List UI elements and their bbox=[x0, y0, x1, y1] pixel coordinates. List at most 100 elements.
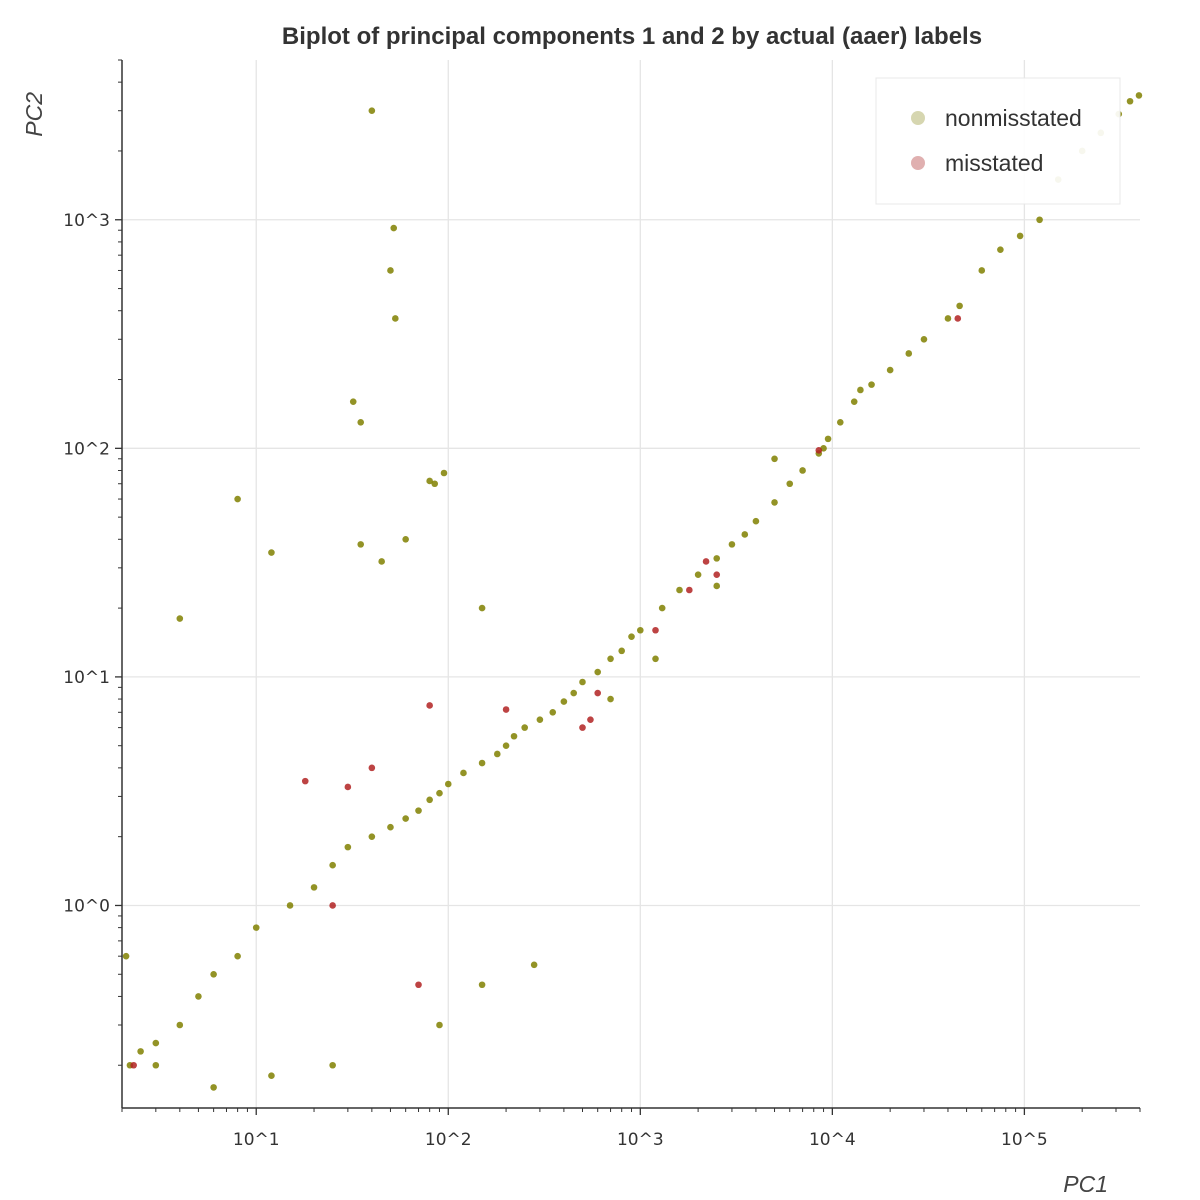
point-nonmisstated bbox=[368, 107, 376, 115]
point-misstated bbox=[344, 783, 352, 791]
legend-marker-misstated bbox=[911, 156, 925, 170]
point-nonmisstated bbox=[502, 742, 510, 750]
point-misstated bbox=[587, 716, 594, 723]
point-nonmisstated bbox=[122, 952, 130, 960]
point-nonmisstated bbox=[176, 1021, 184, 1029]
point-misstated bbox=[130, 1061, 137, 1069]
point-misstated bbox=[713, 571, 721, 578]
x-tick-label: 10^5 bbox=[1001, 1130, 1048, 1150]
point-nonmisstated bbox=[607, 655, 614, 663]
point-nonmisstated bbox=[799, 467, 806, 474]
point-nonmisstated bbox=[440, 469, 448, 477]
point-nonmisstated bbox=[628, 633, 635, 640]
y-tick-label: 10^3 bbox=[63, 211, 110, 231]
axes bbox=[121, 60, 1140, 1109]
data-points bbox=[122, 92, 1143, 1091]
point-nonmisstated bbox=[510, 732, 518, 740]
point-nonmisstated bbox=[478, 759, 486, 767]
y-tick-label: 10^0 bbox=[63, 896, 110, 916]
point-nonmisstated bbox=[570, 689, 578, 697]
point-nonmisstated bbox=[752, 517, 760, 525]
point-nonmisstated bbox=[728, 541, 736, 548]
point-misstated bbox=[368, 764, 376, 772]
axis-ticks: 10^1 10^2 10^3 10^4 10^5 10^0 10^1 10^2 10^3 bbox=[63, 59, 1141, 1150]
point-nonmisstated bbox=[956, 302, 963, 310]
point-nonmisstated bbox=[868, 381, 875, 388]
point-nonmisstated bbox=[268, 549, 275, 556]
point-nonmisstated bbox=[652, 655, 659, 663]
point-nonmisstated bbox=[329, 1061, 336, 1069]
x-tick-label: 10^3 bbox=[617, 1130, 664, 1150]
point-nonmisstated bbox=[268, 1072, 275, 1079]
point-nonmisstated bbox=[886, 366, 894, 374]
point-misstated bbox=[502, 706, 510, 713]
point-misstated bbox=[329, 902, 336, 909]
point-nonmisstated bbox=[378, 558, 385, 565]
point-nonmisstated bbox=[460, 769, 467, 777]
point-nonmisstated bbox=[536, 716, 544, 723]
point-nonmisstated bbox=[444, 780, 452, 788]
point-nonmisstated bbox=[850, 398, 858, 405]
y-tick-label: 10^1 bbox=[63, 668, 110, 688]
point-nonmisstated bbox=[210, 970, 217, 978]
point-nonmisstated bbox=[310, 884, 318, 891]
point-misstated bbox=[652, 626, 659, 634]
point-nonmisstated bbox=[521, 724, 528, 731]
point-nonmisstated bbox=[549, 709, 557, 716]
point-nonmisstated bbox=[478, 604, 486, 612]
point-nonmisstated bbox=[694, 571, 702, 578]
point-misstated bbox=[954, 315, 962, 322]
point-nonmisstated bbox=[997, 246, 1004, 253]
point-nonmisstated bbox=[329, 861, 336, 869]
point-nonmisstated bbox=[676, 586, 683, 594]
point-nonmisstated bbox=[152, 1039, 160, 1047]
point-nonmisstated bbox=[402, 535, 409, 543]
point-nonmisstated bbox=[944, 315, 952, 322]
legend-label-misstated: misstated bbox=[945, 150, 1043, 176]
x-tick-label: 10^2 bbox=[425, 1130, 472, 1150]
point-nonmisstated bbox=[493, 750, 501, 758]
point-nonmisstated bbox=[431, 480, 439, 488]
point-nonmisstated bbox=[741, 531, 749, 538]
point-nonmisstated bbox=[836, 418, 844, 426]
point-nonmisstated bbox=[195, 993, 202, 1000]
point-nonmisstated bbox=[152, 1061, 160, 1069]
legend: nonmisstated misstated bbox=[875, 77, 1121, 205]
legend-marker-nonmisstated bbox=[911, 111, 925, 125]
point-nonmisstated bbox=[594, 668, 602, 676]
point-nonmisstated bbox=[426, 477, 433, 485]
y-tick-label: 10^2 bbox=[63, 439, 110, 459]
point-nonmisstated bbox=[771, 455, 778, 463]
point-misstated bbox=[579, 724, 586, 731]
point-nonmisstated bbox=[1016, 232, 1024, 240]
point-nonmisstated bbox=[357, 541, 365, 548]
point-nonmisstated bbox=[436, 789, 443, 797]
point-nonmisstated bbox=[478, 981, 486, 989]
point-nonmisstated bbox=[387, 823, 394, 831]
point-misstated bbox=[815, 447, 823, 454]
point-nonmisstated bbox=[426, 796, 433, 804]
legend-label-nonmisstated: nonmisstated bbox=[945, 105, 1082, 131]
point-nonmisstated bbox=[824, 435, 832, 443]
point-nonmisstated bbox=[252, 924, 260, 931]
point-nonmisstated bbox=[137, 1048, 144, 1055]
point-nonmisstated bbox=[344, 843, 352, 851]
point-misstated bbox=[702, 558, 710, 565]
point-nonmisstated bbox=[349, 398, 357, 405]
point-misstated bbox=[426, 702, 433, 709]
point-nonmisstated bbox=[286, 902, 294, 909]
point-nonmisstated bbox=[1036, 216, 1043, 224]
point-nonmisstated bbox=[210, 1084, 217, 1091]
point-nonmisstated bbox=[1126, 97, 1134, 105]
point-nonmisstated bbox=[402, 815, 409, 822]
point-misstated bbox=[301, 777, 309, 785]
point-nonmisstated bbox=[905, 350, 913, 357]
point-nonmisstated bbox=[920, 335, 928, 343]
point-nonmisstated bbox=[234, 495, 241, 503]
point-nonmisstated bbox=[857, 386, 864, 394]
point-nonmisstated bbox=[618, 647, 625, 655]
x-tick-label: 10^1 bbox=[233, 1130, 280, 1150]
point-nonmisstated bbox=[1135, 92, 1143, 99]
point-nonmisstated bbox=[978, 267, 986, 274]
